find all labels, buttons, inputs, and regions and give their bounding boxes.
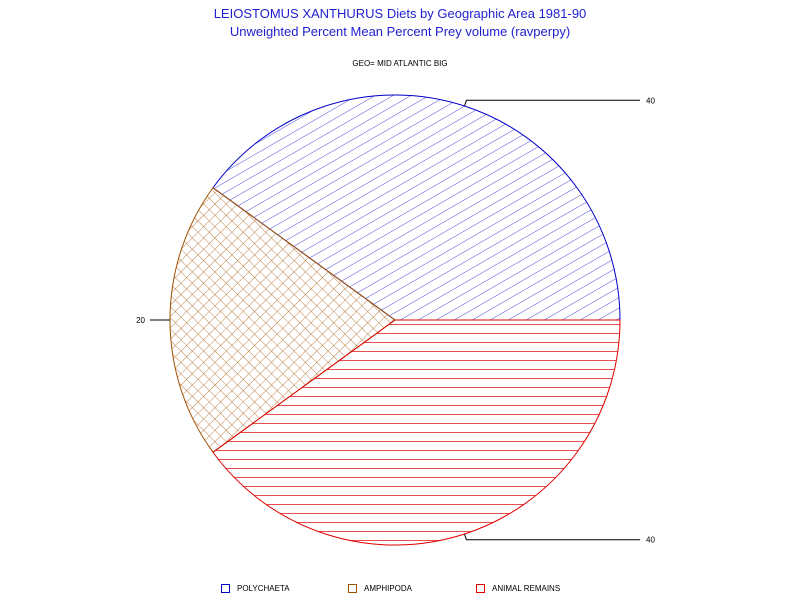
slice-value-label-animal-remains: 40 — [646, 536, 655, 545]
pie-slice-polychaeta — [212, 94, 621, 321]
leader-line-animal-remains — [464, 533, 640, 541]
polychaeta-swatch-icon — [221, 584, 230, 593]
legend-item-amphipoda: AMPHIPODA — [348, 584, 412, 593]
legend-item-polychaeta: POLYCHAETA — [221, 584, 290, 593]
leader-line-polychaeta — [464, 99, 640, 107]
chart-title: LEIOSTOMUS XANTHURUS Diets by Geographic… — [213, 6, 587, 21]
pie-slice-amphipoda — [169, 187, 396, 453]
amphipoda-swatch-icon — [348, 584, 357, 593]
animal-remains-swatch-icon — [476, 584, 485, 593]
slice-value-label-amphipoda: 20 — [136, 316, 145, 325]
chart-subtitle: Unweighted Percent Mean Percent Prey vol… — [229, 24, 571, 39]
geo-label: GEO= MID ATLANTIC BIG — [352, 59, 448, 68]
legend-label-polychaeta: POLYCHAETA — [237, 584, 290, 593]
legend-label-animal-remains: ANIMAL REMAINS — [492, 584, 561, 593]
legend: POLYCHAETA AMPHIPODA ANIMAL REMAINS — [0, 584, 800, 598]
slice-value-label-polychaeta: 40 — [646, 96, 655, 105]
pie-slice-animal-remains — [212, 319, 621, 546]
legend-label-amphipoda: AMPHIPODA — [364, 584, 413, 593]
legend-item-animal-remains: ANIMAL REMAINS — [476, 584, 560, 593]
